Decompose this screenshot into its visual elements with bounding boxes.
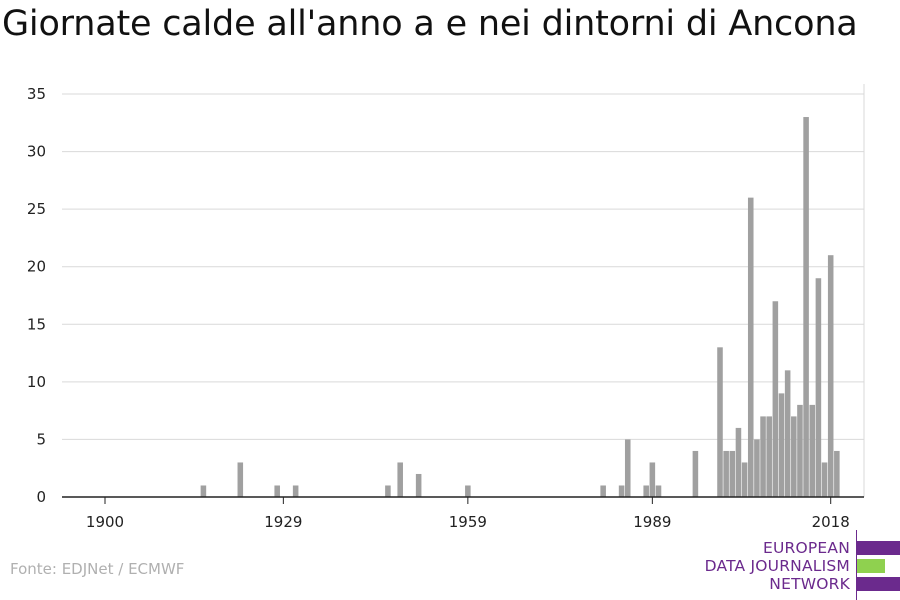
bar-2000 [717,347,723,497]
bar-1989 [649,462,656,497]
edjnet-logo: EUROPEAN DATA JOURNALISM NETWORK [700,530,900,600]
bar-1916 [200,485,207,497]
y-tick-label: 15 [27,315,46,333]
bar-1928 [274,485,280,497]
bar-2012 [791,416,797,497]
bar-1988 [643,485,649,497]
axes: 0 5 10 15 20 25 30 35 1900 1929 1959 1989 2018 [27,85,864,531]
bars [200,117,840,498]
bar-2016 [815,278,822,497]
bar-1931 [292,485,299,497]
bar-1948 [397,462,403,497]
bar-1990 [655,485,662,497]
bar-2011 [784,370,791,497]
y-tick-label: 25 [27,200,46,218]
bar-1984 [618,485,625,497]
bar-1981 [600,485,606,497]
bar-2003 [735,427,742,497]
y-tick-label: 35 [27,85,46,103]
bar-2008 [766,416,772,497]
y-tick-label: 10 [27,373,46,391]
bar-2005 [747,197,754,497]
x-tick-label: 1959 [449,513,487,531]
bar-2010 [778,393,785,497]
bar-1951 [415,473,422,497]
x-tick-label: 2018 [812,513,850,531]
bar-2009 [772,301,779,497]
bar-chart: 0 5 10 15 20 25 30 35 1900 1929 1959 1989 2018 [27,84,865,531]
bar-2018 [827,255,834,497]
x-tick-label: 1900 [86,513,124,531]
x-tick-label: 1989 [633,513,671,531]
bar-2014 [803,117,809,498]
bar-1922 [237,462,244,497]
gridlines [62,84,865,497]
y-tick-label: 20 [27,258,46,276]
bar-2004 [741,462,748,497]
source-note: Fonte: EDJNet / ECMWF [10,560,185,578]
bar-1996 [692,450,699,497]
logo-bar-middle [857,559,885,573]
bar-2002 [729,450,736,497]
bar-2001 [723,450,729,497]
chart-title: Giornate calde all'anno a e nei dintorni… [2,4,858,44]
logo-line-2: DATA JOURNALISM [704,557,850,575]
logo-bar-top [857,541,900,555]
logo-bar-bottom [857,577,900,591]
bar-1985 [624,439,631,497]
logo-line-3: NETWORK [769,575,850,593]
bar-1959 [465,485,471,497]
x-tick-label: 1929 [264,513,302,531]
bar-2017 [821,462,828,497]
bar-1946 [385,485,391,497]
bar-2007 [760,416,766,497]
y-tick-label: 0 [36,488,46,506]
y-tick-label: 30 [27,143,46,161]
logo-separator [856,530,857,600]
logo-line-1: EUROPEAN [762,539,850,557]
bar-2019 [834,450,840,497]
y-tick-label: 5 [36,430,46,448]
bar-2013 [797,404,803,497]
bar-2006 [754,439,760,497]
bar-2015 [809,404,816,497]
